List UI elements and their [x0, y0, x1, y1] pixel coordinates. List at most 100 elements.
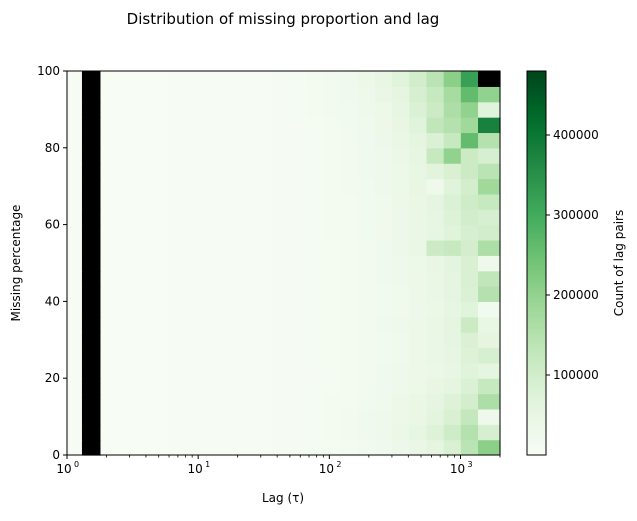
heatmap-cell [306, 101, 325, 118]
heatmap-cell [100, 362, 118, 379]
x-tick-label: 10 [450, 462, 465, 476]
heatmap-cell [443, 286, 462, 302]
heatmap-cell [220, 193, 239, 210]
heatmap-cell [81, 163, 102, 180]
heatmap-cell [81, 286, 102, 302]
heatmap-cell [460, 86, 479, 103]
heatmap-cell [186, 71, 204, 87]
heatmap-cell [374, 255, 393, 272]
heatmap-cell [478, 362, 501, 379]
heatmap-cell [151, 347, 170, 364]
heatmap-cell [409, 270, 428, 287]
heatmap-cell [340, 408, 359, 425]
heatmap-cell [289, 209, 307, 226]
heatmap-cell [135, 239, 152, 256]
heatmap-cell [116, 270, 136, 287]
heatmap-cell [67, 408, 83, 425]
heatmap-cell [271, 393, 290, 410]
heatmap-cell [203, 239, 222, 256]
heatmap-cell [443, 147, 462, 164]
heatmap-cell [409, 408, 428, 425]
heatmap-cell [306, 86, 325, 103]
heatmap-cell [271, 101, 290, 118]
heatmap-cell [81, 86, 102, 103]
heatmap-cell [116, 101, 136, 118]
heatmap-cell [306, 439, 325, 456]
heatmap-cell [151, 86, 170, 103]
heatmap-cell [203, 224, 222, 241]
heatmap-cell [340, 193, 359, 210]
heatmap-cell [323, 362, 342, 379]
heatmap-cell [100, 178, 118, 195]
heatmap-cell [100, 270, 118, 287]
heatmap-cell [460, 255, 479, 272]
heatmap-cell [357, 163, 376, 180]
heatmap-cell [357, 209, 376, 226]
heatmap-cell [203, 332, 222, 349]
plot-frame [66, 70, 501, 456]
heatmap-cell [169, 147, 187, 164]
heatmap-cell [254, 224, 273, 241]
heatmap-cell [135, 378, 152, 395]
heatmap-cell [306, 193, 325, 210]
heatmap-cell [426, 193, 445, 210]
heatmap-cell [203, 408, 222, 425]
heatmap-cell [478, 193, 501, 210]
heatmap-cell [186, 86, 204, 103]
heatmap-cell [254, 439, 273, 456]
y-tick-label: 60 [45, 218, 60, 232]
heatmap-cell [100, 71, 118, 87]
heatmap-cell [151, 316, 170, 333]
heatmap-cell [186, 163, 204, 180]
heatmap-cell [203, 117, 222, 134]
heatmap-cell [67, 117, 83, 134]
heatmap-cell [289, 255, 307, 272]
heatmap-cell [392, 270, 410, 287]
heatmap-cell [186, 316, 204, 333]
heatmap-cell [135, 209, 152, 226]
heatmap-cell [237, 101, 256, 118]
heatmap-cell [67, 193, 83, 210]
heatmap-cell [478, 132, 501, 149]
heatmap-cell [81, 408, 102, 425]
heatmap-cell [67, 224, 83, 241]
heatmap-cell [271, 193, 290, 210]
heatmap-cell [186, 347, 204, 364]
heatmap-cell [478, 117, 501, 134]
heatmap-cell [81, 362, 102, 379]
heatmap-cell [220, 132, 239, 149]
heatmap-cell [460, 316, 479, 333]
heatmap-cell [254, 347, 273, 364]
heatmap-cell [392, 71, 410, 87]
heatmap-cell [306, 270, 325, 287]
heatmap-cell [374, 424, 393, 441]
heatmap-cell [478, 439, 501, 456]
heatmap-cell [169, 270, 187, 287]
heatmap-cell [254, 193, 273, 210]
x-tick-label-exponent: 2 [336, 460, 341, 469]
chart-title: Distribution of missing proportion and l… [127, 10, 440, 28]
heatmap-cell [135, 332, 152, 349]
heatmap-cell [135, 301, 152, 318]
heatmap-cell [392, 101, 410, 118]
heatmap-cell [220, 101, 239, 118]
heatmap-cell [426, 424, 445, 441]
heatmap-cell [478, 408, 501, 425]
heatmap-cell [100, 86, 118, 103]
x-axis: 10 0 10 1 10 2 10 3 [56, 455, 501, 476]
heatmap-cell [374, 286, 393, 302]
heatmap-cell [478, 332, 501, 349]
heatmap-cell [357, 132, 376, 149]
heatmap-cell [116, 193, 136, 210]
heatmap-cell [374, 301, 393, 318]
heatmap-cell [169, 424, 187, 441]
heatmap-cell [443, 193, 462, 210]
heatmap-cell [357, 178, 376, 195]
heatmap-cell [271, 132, 290, 149]
heatmap-cell [426, 147, 445, 164]
heatmap-cell [392, 239, 410, 256]
heatmap-cell [460, 362, 479, 379]
heatmap-cell [186, 193, 204, 210]
heatmap-cell [237, 71, 256, 87]
heatmap-cell [151, 178, 170, 195]
